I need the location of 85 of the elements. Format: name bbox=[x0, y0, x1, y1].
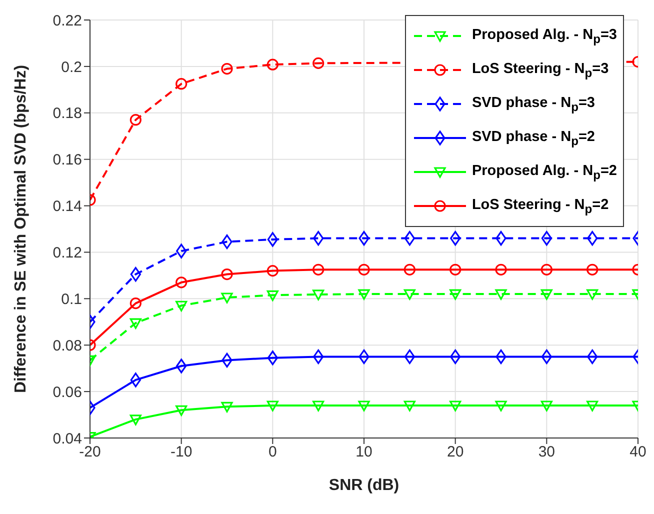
point bbox=[586, 289, 598, 300]
y-tick-label: 0.1 bbox=[61, 290, 82, 308]
x-tick-label: -10 bbox=[170, 444, 192, 461]
x-tick-label: 0 bbox=[268, 444, 277, 461]
y-tick-label: 0.14 bbox=[52, 198, 82, 216]
point bbox=[267, 350, 278, 366]
point bbox=[450, 349, 461, 364]
legend-label: SVD phase - N$_{p}$=3 bbox=[472, 94, 595, 114]
y-tick-label: 0.2 bbox=[61, 58, 82, 76]
point bbox=[130, 114, 142, 126]
point bbox=[404, 230, 415, 246]
point bbox=[541, 230, 552, 246]
point bbox=[222, 352, 232, 368]
point bbox=[312, 57, 324, 69]
point bbox=[266, 290, 278, 301]
point bbox=[176, 300, 188, 312]
point bbox=[130, 372, 141, 388]
point bbox=[313, 349, 324, 364]
point bbox=[221, 292, 233, 304]
point bbox=[540, 264, 552, 276]
point bbox=[130, 318, 142, 329]
point bbox=[130, 298, 142, 310]
x-tick-label: 20 bbox=[446, 444, 464, 461]
point bbox=[540, 289, 552, 300]
point bbox=[130, 266, 141, 282]
point bbox=[450, 400, 462, 412]
x-axis-title: SNR (dB) bbox=[328, 477, 400, 494]
point bbox=[266, 400, 278, 412]
x-tick-label: -20 bbox=[79, 444, 101, 461]
y-tick-label: 0.08 bbox=[52, 337, 82, 354]
point bbox=[358, 400, 370, 412]
point bbox=[450, 230, 461, 246]
point bbox=[267, 232, 278, 247]
y-tick-label: 0.06 bbox=[52, 384, 82, 401]
point bbox=[176, 358, 187, 374]
point bbox=[495, 400, 507, 412]
point bbox=[176, 78, 188, 90]
point bbox=[313, 230, 324, 246]
point bbox=[450, 289, 462, 300]
y-axis-title: Difference in SE with Optimal SVD (bps/Hz) bbox=[12, 64, 30, 394]
point bbox=[540, 400, 552, 412]
point bbox=[130, 414, 142, 426]
point bbox=[404, 400, 416, 412]
point bbox=[586, 264, 598, 276]
point bbox=[587, 349, 598, 364]
point bbox=[496, 230, 506, 246]
point bbox=[496, 349, 506, 364]
point bbox=[450, 264, 462, 276]
legend-label: LoS Steering - N$_{p}$=3 bbox=[472, 60, 609, 80]
x-tick-label: 40 bbox=[630, 444, 646, 461]
legend-label: SVD phase - N$_{p}$=2 bbox=[472, 128, 595, 148]
point bbox=[587, 230, 598, 246]
legend-label: Proposed Alg. - N$_{p}$=2 bbox=[472, 162, 617, 182]
point bbox=[404, 349, 415, 364]
point bbox=[404, 289, 416, 300]
point bbox=[312, 290, 324, 300]
y-tick-label: 0.22 bbox=[52, 12, 82, 30]
y-tick-label: 0.04 bbox=[52, 430, 82, 448]
y-tick-label: 0.16 bbox=[52, 152, 82, 169]
point bbox=[176, 244, 187, 258]
point bbox=[358, 289, 370, 300]
point bbox=[358, 349, 370, 364]
point bbox=[312, 264, 324, 276]
y-tick-label: 0.18 bbox=[52, 105, 82, 122]
x-tick-label: 10 bbox=[356, 444, 372, 461]
point bbox=[586, 400, 598, 412]
point bbox=[541, 349, 552, 364]
point bbox=[266, 265, 278, 277]
point bbox=[495, 289, 507, 300]
point bbox=[404, 264, 416, 276]
point bbox=[176, 276, 188, 288]
point bbox=[176, 405, 188, 416]
legend-label: LoS Steering - N$_{p}$=2 bbox=[472, 196, 609, 216]
point bbox=[358, 264, 370, 276]
point bbox=[266, 58, 278, 70]
y-tick-label: 0.12 bbox=[52, 244, 82, 262]
x-tick-label: 30 bbox=[538, 444, 556, 461]
point bbox=[221, 268, 233, 280]
legend-label: Proposed Alg. - N$_{p}$=3 bbox=[472, 26, 617, 46]
point bbox=[221, 62, 233, 75]
point bbox=[312, 400, 324, 412]
point bbox=[358, 230, 370, 246]
point bbox=[221, 402, 233, 412]
point bbox=[222, 234, 232, 250]
point bbox=[495, 264, 507, 276]
